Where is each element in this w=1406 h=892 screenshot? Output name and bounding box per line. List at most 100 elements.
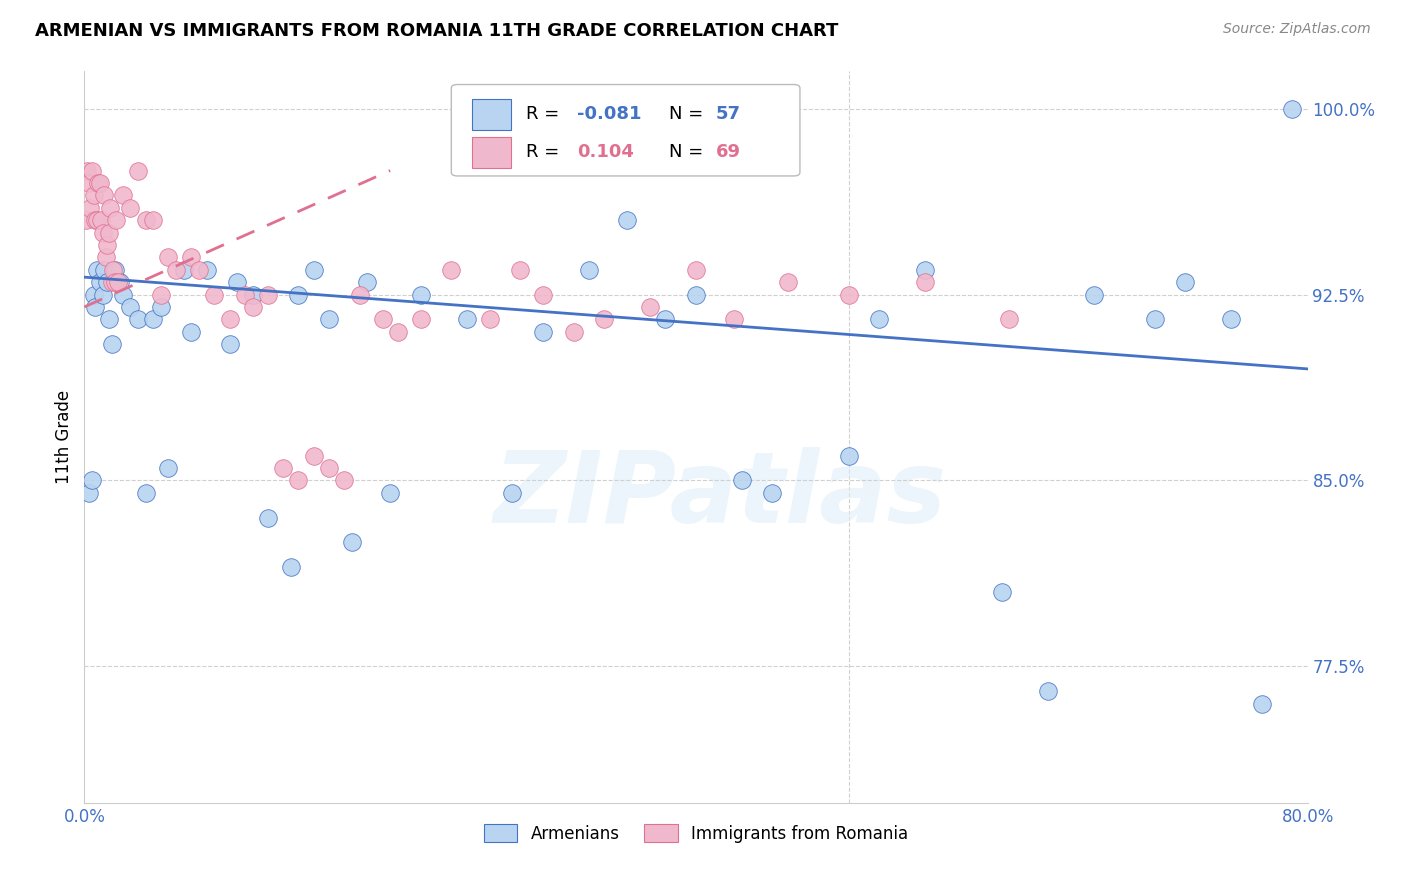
Text: 69: 69	[716, 143, 741, 161]
Point	[120, 201, 142, 215]
Point	[616, 213, 638, 227]
Point	[91, 226, 114, 240]
Point	[731, 474, 754, 488]
Point	[98, 201, 121, 215]
Text: R =: R =	[526, 143, 560, 161]
Point	[165, 262, 187, 277]
Point	[105, 213, 128, 227]
Point	[578, 262, 600, 277]
Point	[94, 250, 117, 264]
Point	[1083, 287, 1105, 301]
Text: 57: 57	[716, 104, 741, 123]
FancyBboxPatch shape	[472, 99, 512, 129]
Point	[257, 510, 280, 524]
Point	[356, 275, 378, 289]
Point	[180, 250, 202, 264]
Point	[371, 312, 394, 326]
Point	[87, 176, 110, 190]
Point	[998, 312, 1021, 326]
Point	[111, 287, 134, 301]
Point	[86, 262, 108, 277]
Point	[103, 262, 125, 277]
Point	[149, 287, 172, 301]
Point	[89, 176, 111, 190]
Point	[135, 486, 157, 500]
Point	[302, 449, 325, 463]
Point	[80, 474, 103, 488]
Point	[202, 287, 225, 301]
Point	[509, 262, 531, 277]
Point	[318, 312, 340, 326]
Point	[218, 337, 240, 351]
Point	[776, 275, 799, 289]
Point	[838, 287, 860, 301]
Point	[127, 163, 149, 178]
Point	[242, 287, 264, 301]
Point	[478, 312, 501, 326]
Point	[104, 275, 127, 289]
Point	[97, 226, 120, 240]
Point	[349, 287, 371, 301]
Point	[90, 213, 112, 227]
Point	[318, 461, 340, 475]
Point	[271, 461, 294, 475]
Point	[287, 287, 309, 301]
Point	[685, 262, 707, 277]
Text: N =: N =	[669, 104, 703, 123]
Point	[340, 535, 363, 549]
Point	[409, 287, 432, 301]
Point	[135, 213, 157, 227]
Point	[91, 287, 114, 301]
Point	[111, 188, 134, 202]
Text: ARMENIAN VS IMMIGRANTS FROM ROMANIA 11TH GRADE CORRELATION CHART: ARMENIAN VS IMMIGRANTS FROM ROMANIA 11TH…	[35, 22, 838, 40]
Point	[287, 474, 309, 488]
Point	[380, 486, 402, 500]
Text: -0.081: -0.081	[578, 104, 641, 123]
Point	[79, 201, 101, 215]
Text: ZIPatlas: ZIPatlas	[494, 447, 948, 544]
Point	[188, 262, 211, 277]
Legend: Armenians, Immigrants from Romania: Armenians, Immigrants from Romania	[477, 818, 915, 849]
Point	[280, 560, 302, 574]
Point	[456, 312, 478, 326]
Point	[96, 238, 118, 252]
Point	[86, 213, 108, 227]
FancyBboxPatch shape	[451, 85, 800, 176]
Point	[1174, 275, 1197, 289]
Point	[593, 312, 616, 326]
Point	[84, 300, 107, 314]
Point	[149, 300, 172, 314]
Point	[97, 312, 120, 326]
Point	[991, 585, 1014, 599]
Point	[531, 325, 554, 339]
Point	[180, 325, 202, 339]
Text: N =: N =	[669, 143, 703, 161]
Point	[173, 262, 195, 277]
Point	[157, 461, 180, 475]
Point	[89, 275, 111, 289]
Point	[96, 275, 118, 289]
Point	[120, 300, 142, 314]
Point	[101, 337, 124, 351]
Point	[914, 275, 936, 289]
Point	[93, 188, 115, 202]
Text: Source: ZipAtlas.com: Source: ZipAtlas.com	[1223, 22, 1371, 37]
Point	[242, 300, 264, 314]
Point	[93, 262, 115, 277]
Point	[531, 287, 554, 301]
Point	[654, 312, 676, 326]
Point	[218, 312, 240, 326]
Point	[302, 262, 325, 277]
Point	[685, 287, 707, 301]
Point	[914, 262, 936, 277]
Point	[195, 262, 218, 277]
Point	[1143, 312, 1166, 326]
Point	[76, 163, 98, 178]
Point	[104, 262, 127, 277]
Point	[1036, 684, 1059, 698]
Point	[638, 300, 661, 314]
Text: 0.104: 0.104	[578, 143, 634, 161]
Text: R =: R =	[526, 104, 560, 123]
Point	[440, 262, 463, 277]
Point	[1220, 312, 1243, 326]
